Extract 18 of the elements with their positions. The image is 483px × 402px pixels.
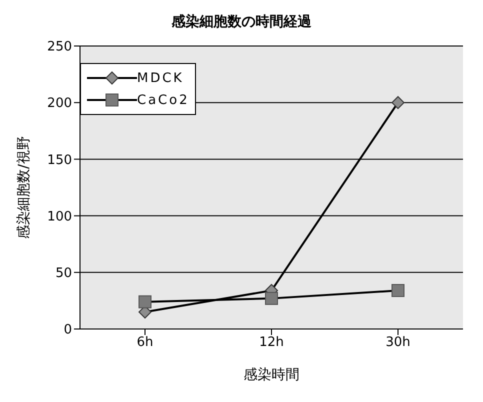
- y-tick-label: 200: [47, 96, 72, 112]
- point: [392, 284, 404, 298]
- legend-label: CaCo2: [137, 92, 190, 108]
- y-tick-label: 50: [55, 266, 72, 282]
- point: [138, 295, 152, 308]
- legend-label: MDCK: [137, 70, 184, 86]
- y-tick-label: 250: [47, 40, 72, 55]
- point: [265, 292, 278, 305]
- x-tick-label: 6h: [136, 335, 154, 350]
- point: [392, 96, 404, 110]
- x-tick-label: 12h: [259, 335, 284, 350]
- x-tick-label: 30h: [386, 335, 410, 350]
- y-tick-label: 0: [64, 322, 72, 338]
- y-tick-label: 100: [47, 209, 72, 224]
- x-axis-title: 感染時間: [244, 367, 300, 383]
- y-tick-label: 150: [47, 152, 72, 168]
- chart-title: 感染細胞数の時間経過: [170, 12, 312, 32]
- y-axis-title: 感染細胞数/視野: [16, 136, 32, 239]
